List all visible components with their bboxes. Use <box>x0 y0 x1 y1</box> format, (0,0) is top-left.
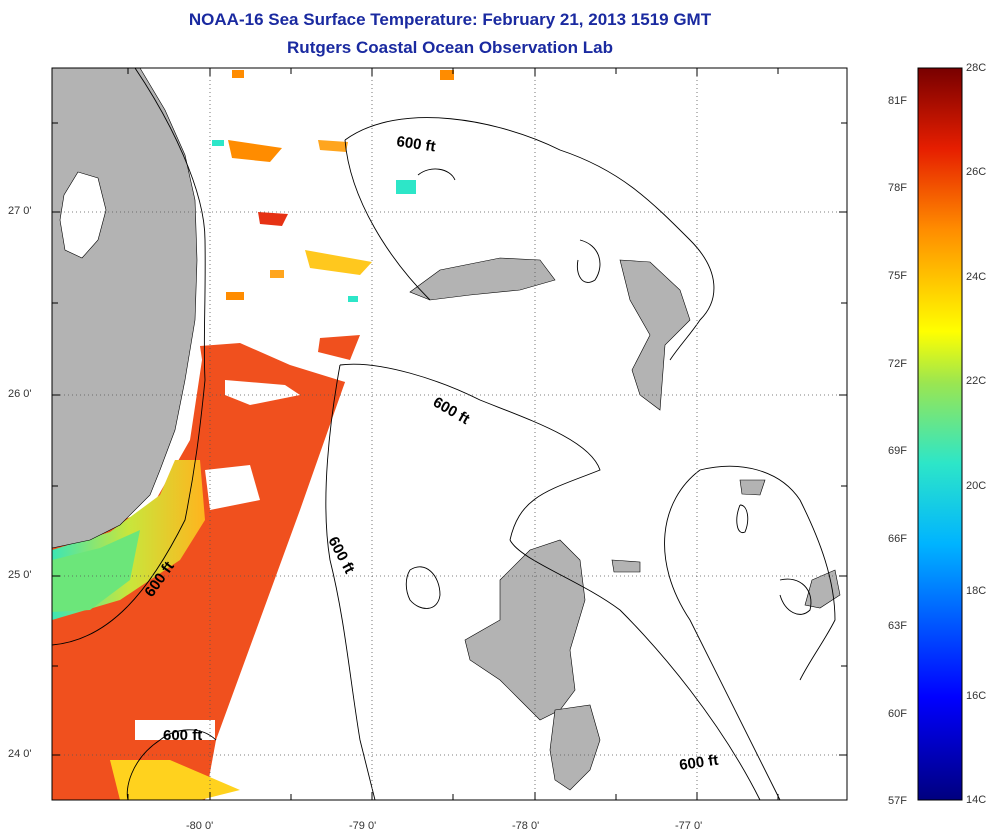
isobath-contours <box>51 67 836 801</box>
lon-label: -77 0' <box>675 820 703 832</box>
lat-label: 24 0' <box>8 748 32 760</box>
colorbar-c-label: 26C <box>966 166 987 178</box>
contour-label: 600 ft <box>395 133 436 155</box>
lon-label: -80 0' <box>186 820 214 832</box>
colorbar-f-label: 60F <box>888 708 907 720</box>
colorbar-f-label: 63F <box>888 620 907 632</box>
axis-ticks <box>52 68 847 800</box>
colorbar-f-label: 57F <box>888 795 907 807</box>
colorbar-c-label: 24C <box>966 271 987 283</box>
colorbar-f-label: 78F <box>888 182 907 194</box>
colorbar <box>917 67 963 801</box>
colorbar-f-label: 72F <box>888 358 907 370</box>
colorbar-f-label: 81F <box>888 95 907 107</box>
contour-label: 600 ft <box>163 727 202 744</box>
graticule <box>52 68 847 800</box>
colorbar-f-label: 66F <box>888 533 907 545</box>
contour-label: 600 ft <box>678 752 719 774</box>
colorbar-c-label: 20C <box>966 480 987 492</box>
map-title: NOAA-16 Sea Surface Temperature: Februar… <box>188 10 712 29</box>
land-bahamas <box>409 257 841 791</box>
colorbar-c-label: 28C <box>966 62 987 74</box>
land-florida <box>51 67 198 549</box>
lon-label: -78 0' <box>512 820 540 832</box>
colorbar-c-label: 14C <box>966 794 987 806</box>
colorbar-c-label: 16C <box>966 690 987 702</box>
lat-label: 27 0' <box>8 205 32 217</box>
lon-label: -79 0' <box>349 820 377 832</box>
colorbar-c-label: 18C <box>966 585 987 597</box>
lat-label: 25 0' <box>8 569 32 581</box>
colorbar-c-label: 22C <box>966 375 987 387</box>
colorbar-f-label: 75F <box>888 270 907 282</box>
lat-label: 26 0' <box>8 388 32 400</box>
map-frame <box>51 67 848 801</box>
map-subtitle: Rutgers Coastal Ocean Observation Lab <box>287 38 613 57</box>
colorbar-f-label: 69F <box>888 445 907 457</box>
